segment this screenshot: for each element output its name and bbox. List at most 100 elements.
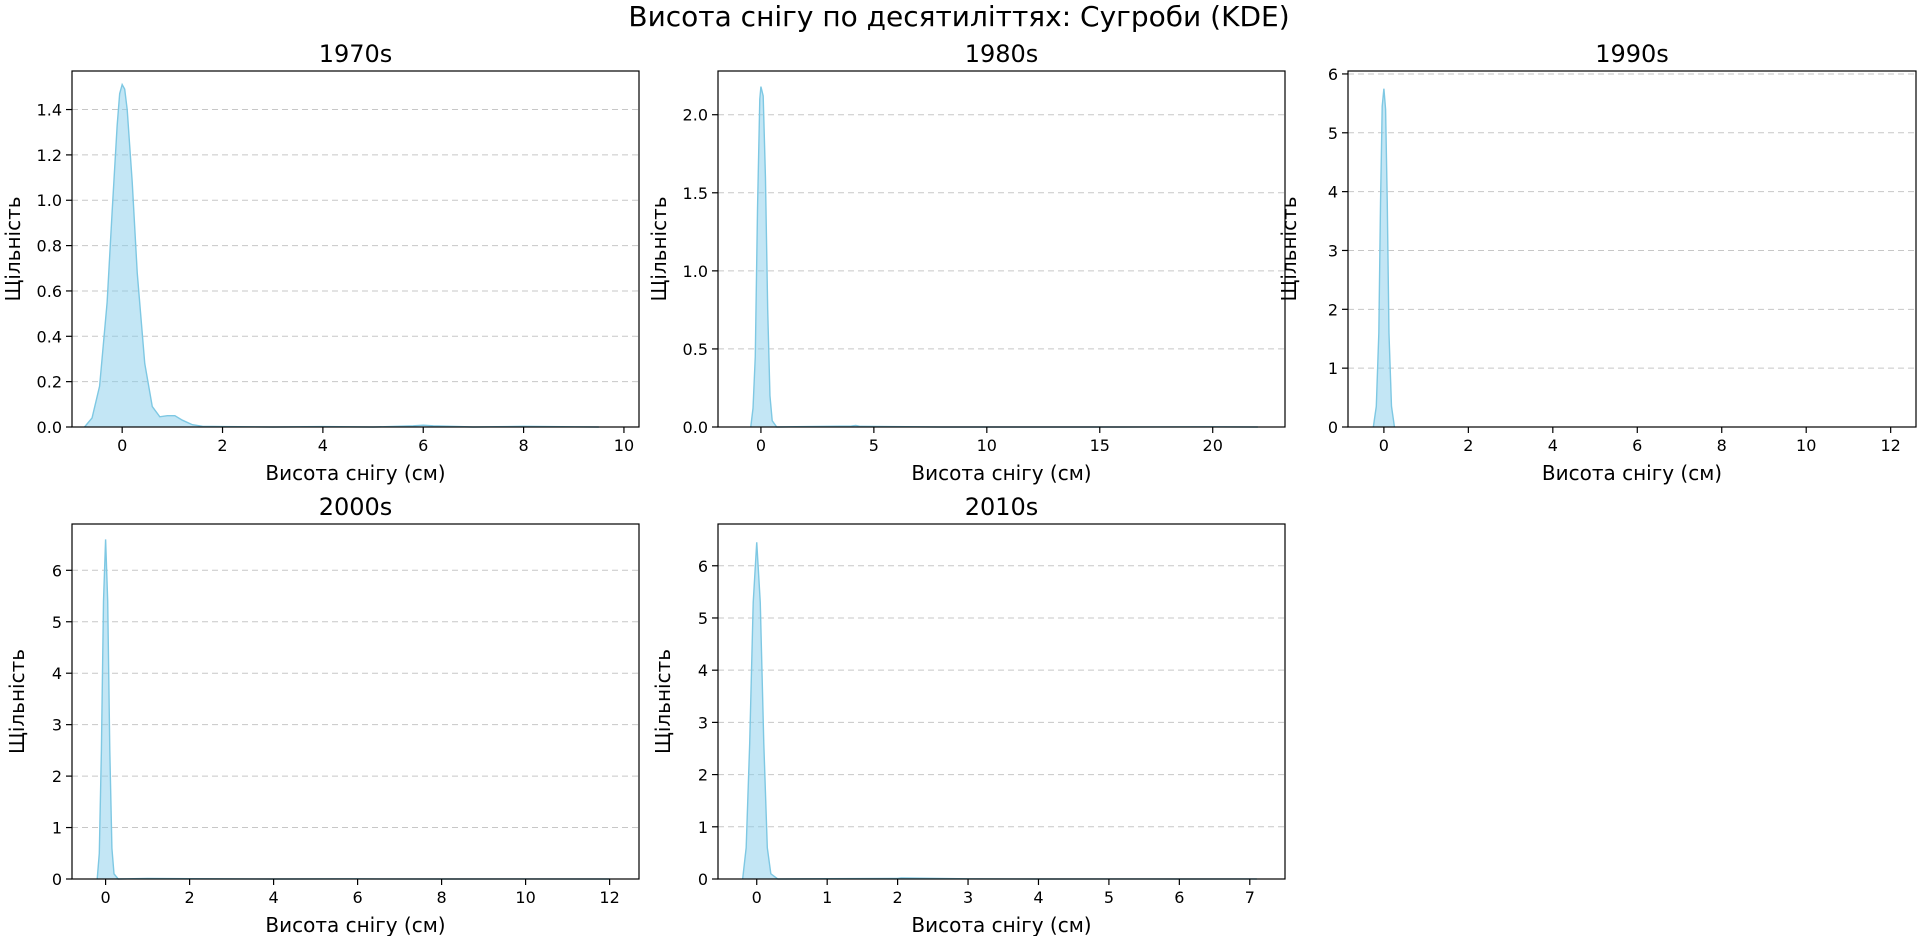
ytick-label-2010s-1: 1 — [698, 818, 708, 837]
kde-line-1970s — [84, 82, 599, 428]
ytick-label-2000s-5: 5 — [52, 613, 62, 632]
xtick-label-2010s-6: 6 — [1174, 888, 1184, 907]
ytick-label-1990s-4: 4 — [1328, 183, 1338, 202]
ytick-label-2010s-3: 3 — [698, 713, 708, 732]
xtick-label-2000s-1: 2 — [185, 888, 195, 907]
panel-title-1980s: 1980s — [965, 40, 1039, 68]
axes-frame-1980s — [717, 70, 1286, 428]
ytick-label-1980s-2: 1.0 — [683, 262, 708, 281]
xtick-label-1990s-0: 0 — [1379, 436, 1389, 455]
ytick-label-2000s-4: 4 — [52, 664, 62, 683]
xtick-label-2000s-3: 6 — [353, 888, 363, 907]
ytick-label-1990s-1: 1 — [1328, 359, 1338, 378]
ytick-label-1970s-7: 1.4 — [37, 101, 62, 120]
xtick-label-1990s-4: 8 — [1717, 436, 1727, 455]
ylabel-1970s: Щільність — [1, 196, 25, 301]
ytick-label-1980s-3: 1.5 — [683, 184, 708, 203]
panel-1970s: 0 2 4 6 8 10 0.0 0.2 0.4 0.6 0.8 1.0 1.2 1.4 1970s Висо… — [1, 40, 640, 485]
xtick-label-1980s-1: 5 — [869, 436, 879, 455]
xtick-label-1980s-2: 10 — [977, 436, 997, 455]
panel-1980s: 0 5 10 15 20 0.0 0.5 1.0 1.5 2.0 1980s Висота снігу… — [647, 40, 1286, 485]
xtick-label-1990s-3: 6 — [1632, 436, 1642, 455]
kde-line-1980s — [750, 86, 1258, 428]
panel-2010s: 0 1 2 3 4 5 6 7 0 1 2 3 4 5 6 2010s Висота снігу (см) Щіл… — [651, 493, 1286, 936]
xtick-label-1970s-3: 6 — [418, 436, 428, 455]
xtick-label-2010s-4: 4 — [1033, 888, 1043, 907]
ytick-label-1970s-3: 0.6 — [37, 282, 62, 301]
axes-frame-2010s — [717, 523, 1286, 880]
ytick-label-1970s-0: 0.0 — [37, 418, 62, 437]
xtick-label-2000s-5: 10 — [515, 888, 535, 907]
ytick-label-2010s-2: 2 — [698, 766, 708, 785]
xtick-label-2010s-3: 3 — [963, 888, 973, 907]
ytick-label-1990s-2: 2 — [1328, 300, 1338, 319]
xlabel-1970s: Висота снігу (см) — [265, 461, 445, 485]
ytick-label-2010s-4: 4 — [698, 661, 708, 680]
ytick-label-1970s-4: 0.8 — [37, 237, 62, 256]
axes-frame-1990s — [1347, 70, 1917, 428]
kde-area-1970s — [84, 84, 599, 427]
xtick-label-2010s-5: 5 — [1104, 888, 1114, 907]
ytick-label-1980s-4: 2.0 — [683, 106, 708, 125]
xtick-label-1990s-2: 4 — [1548, 436, 1558, 455]
xtick-label-1990s-6: 12 — [1880, 436, 1900, 455]
xlabel-1990s: Висота снігу (см) — [1542, 461, 1722, 485]
xtick-label-1990s-1: 2 — [1463, 436, 1473, 455]
axes-frame-2000s — [71, 523, 640, 880]
xtick-label-2000s-0: 0 — [101, 888, 111, 907]
ytick-label-1990s-6: 6 — [1328, 65, 1338, 84]
xtick-label-1970s-2: 4 — [318, 436, 328, 455]
xtick-label-2010s-0: 0 — [752, 888, 762, 907]
ytick-label-2000s-3: 3 — [52, 716, 62, 735]
xtick-label-2000s-4: 8 — [437, 888, 447, 907]
xtick-label-1980s-0: 0 — [756, 436, 766, 455]
kde-area-1980s — [750, 86, 1258, 427]
xtick-label-1980s-4: 20 — [1203, 436, 1223, 455]
ytick-label-1990s-5: 5 — [1328, 124, 1338, 143]
xlabel-2010s: Висота снігу (см) — [911, 913, 1091, 936]
xtick-label-1980s-3: 15 — [1090, 436, 1110, 455]
xtick-label-1970s-4: 8 — [518, 436, 528, 455]
ytick-label-1980s-0: 0.0 — [683, 418, 708, 437]
ytick-label-2000s-2: 2 — [52, 767, 62, 786]
panel-title-1990s: 1990s — [1595, 40, 1669, 68]
xtick-label-2010s-2: 2 — [893, 888, 903, 907]
ytick-label-2000s-6: 6 — [52, 561, 62, 580]
xlabel-2000s: Висота снігу (см) — [265, 913, 445, 936]
panel-title-2000s: 2000s — [319, 493, 393, 521]
xtick-label-1970s-0: 0 — [117, 436, 127, 455]
xtick-label-2010s-1: 1 — [822, 888, 832, 907]
ylabel-1990s: Щільність — [1277, 196, 1301, 301]
panel-title-1970s: 1970s — [319, 40, 393, 68]
xtick-label-1970s-1: 2 — [217, 436, 227, 455]
kde-area-2000s — [97, 539, 610, 879]
ylabel-1980s: Щільність — [647, 196, 671, 301]
xtick-label-2010s-7: 7 — [1245, 888, 1255, 907]
ylabel-2000s: Щільність — [5, 649, 29, 754]
xlabel-1980s: Висота снігу (см) — [911, 461, 1091, 485]
ytick-label-1990s-3: 3 — [1328, 241, 1338, 260]
xtick-label-1970s-5: 10 — [614, 436, 634, 455]
kde-line-2010s — [741, 542, 1257, 880]
ytick-label-2000s-1: 1 — [52, 819, 62, 838]
panel-title-2010s: 2010s — [965, 493, 1039, 521]
kde-line-1990s — [1372, 88, 1396, 428]
xtick-label-1990s-5: 10 — [1796, 436, 1816, 455]
ytick-label-1970s-6: 1.2 — [37, 146, 62, 165]
axes-frame-1970s — [71, 70, 640, 428]
kde-line-2000s — [96, 539, 610, 880]
ytick-label-2000s-0: 0 — [52, 870, 62, 889]
subplots-container: 0 2 4 6 8 100.00.20.40.60.81.01.21.41970sВисо… — [1, 40, 1917, 936]
xtick-label-2000s-2: 4 — [269, 888, 279, 907]
ytick-label-1970s-1: 0.2 — [37, 373, 62, 392]
ytick-label-1980s-1: 0.5 — [683, 340, 708, 359]
kde-area-1990s — [1373, 88, 1395, 427]
ytick-label-1970s-2: 0.4 — [37, 327, 62, 346]
ytick-label-2010s-0: 0 — [698, 870, 708, 889]
xtick-label-2000s-6: 12 — [599, 888, 619, 907]
figure-title: Висота снігу по десятиліттях: Сугроби (K… — [628, 0, 1289, 33]
ytick-label-1970s-5: 1.0 — [37, 191, 62, 210]
